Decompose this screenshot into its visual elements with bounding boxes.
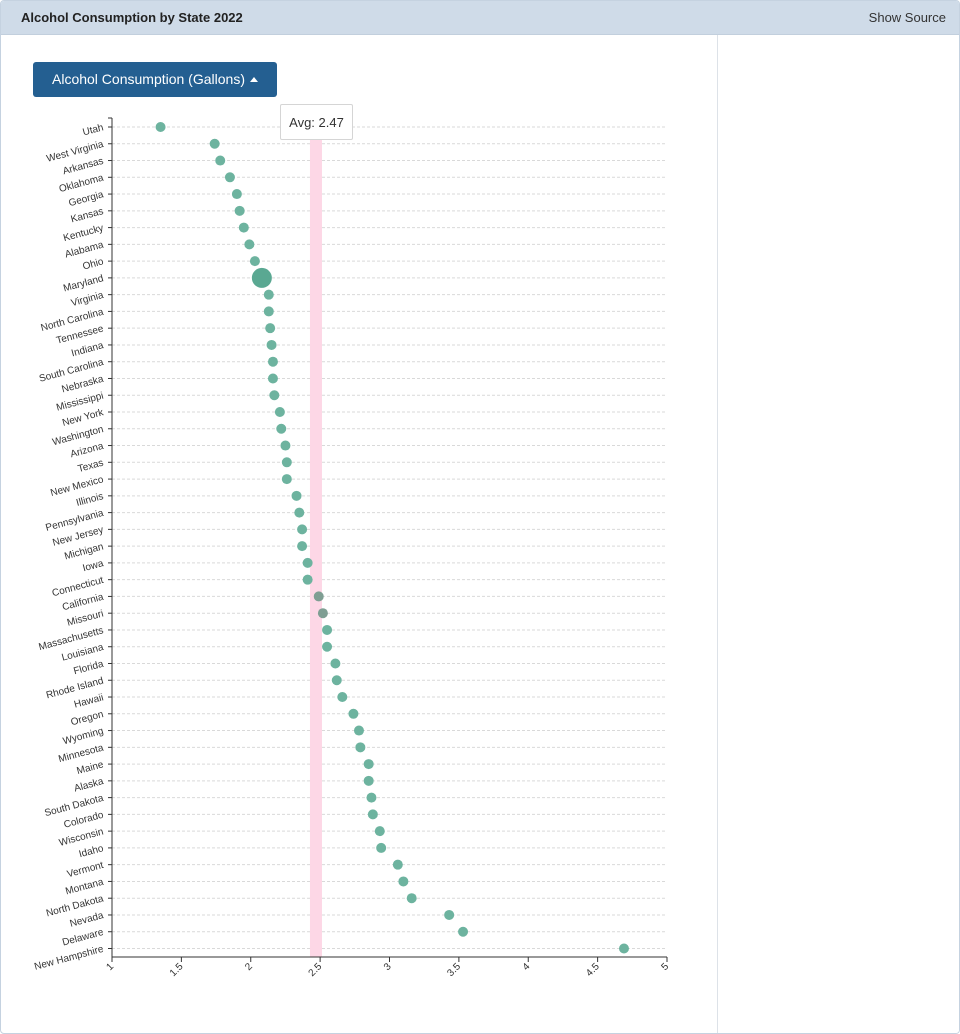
data-point <box>234 205 245 216</box>
data-point <box>155 122 166 132</box>
data-point <box>337 692 348 703</box>
data-point <box>367 809 378 820</box>
data-point <box>322 624 333 635</box>
y-tick-label: Illinois <box>75 491 105 509</box>
data-point <box>444 909 455 920</box>
data-point <box>348 708 359 719</box>
y-tick-label: Hawaii <box>73 692 105 710</box>
data-point <box>363 775 374 786</box>
y-tick-label: Maine <box>76 759 106 777</box>
metric-dropdown-label: Alcohol Consumption (Gallons) <box>52 71 245 87</box>
data-point <box>392 859 403 870</box>
data-point <box>263 306 274 317</box>
y-tick-label: Oregon <box>70 709 105 728</box>
metric-dropdown-button[interactable]: Alcohol Consumption (Gallons) <box>33 62 277 97</box>
data-point <box>281 457 292 468</box>
panel-header: Alcohol Consumption by State 2022 Show S… <box>1 1 959 35</box>
y-tick-label: Utah <box>82 122 105 138</box>
x-tick-label: 5 <box>659 961 671 973</box>
x-tick-label: 2.5 <box>307 961 325 979</box>
data-point <box>330 658 341 669</box>
data-point <box>267 373 278 384</box>
data-point <box>374 826 385 837</box>
x-tick-label: 4 <box>521 961 533 973</box>
data-point <box>263 289 274 300</box>
caret-up-icon <box>249 77 258 82</box>
x-tick-label: 4.5 <box>584 961 602 979</box>
data-point <box>363 759 374 770</box>
data-point <box>366 792 377 803</box>
page-title: Alcohol Consumption by State 2022 <box>21 10 243 25</box>
average-tooltip: Avg: 2.47 <box>280 104 353 140</box>
data-point <box>244 239 255 250</box>
x-tick-label: 1.5 <box>168 961 186 979</box>
data-point <box>398 876 409 887</box>
data-point <box>224 172 235 183</box>
data-point <box>376 842 387 853</box>
average-band <box>309 140 322 957</box>
y-tick-label: New Hampshire <box>33 944 105 973</box>
data-point <box>280 440 291 451</box>
data-point <box>291 490 302 501</box>
x-tick-label: 1 <box>104 961 116 973</box>
data-point <box>322 641 333 652</box>
data-point <box>302 557 313 568</box>
data-point <box>238 222 249 233</box>
data-point <box>458 926 469 937</box>
x-tick-label: 2 <box>243 961 255 973</box>
data-point <box>331 675 342 686</box>
data-point <box>317 608 328 619</box>
data-point <box>269 390 280 401</box>
y-tick-label: Ohio <box>82 256 106 272</box>
y-tick-label: Kansas <box>70 206 105 225</box>
data-point <box>302 574 313 585</box>
side-panel <box>717 35 959 1033</box>
data-point <box>294 507 305 518</box>
data-point-highlighted <box>251 267 272 288</box>
data-point <box>297 541 308 552</box>
y-tick-label: Florida <box>72 659 105 678</box>
y-tick-label: Idaho <box>78 843 105 860</box>
y-tick-label: Texas <box>77 458 105 475</box>
show-source-link[interactable]: Show Source <box>868 10 946 25</box>
data-point <box>249 256 260 267</box>
data-point <box>297 524 308 535</box>
y-tick-label: Indiana <box>70 340 105 359</box>
data-point <box>231 189 242 200</box>
y-tick-label: Alaska <box>73 776 105 795</box>
data-point <box>313 591 324 602</box>
data-point <box>266 339 277 350</box>
data-point <box>215 155 226 166</box>
data-point <box>281 474 292 485</box>
data-point <box>209 138 220 149</box>
data-point <box>618 943 629 954</box>
data-point <box>353 725 364 736</box>
x-tick-label: 3 <box>382 961 394 973</box>
x-tick-label: 3.5 <box>445 961 463 979</box>
data-point <box>355 742 366 753</box>
data-point <box>265 323 276 334</box>
data-point <box>276 423 287 434</box>
data-point <box>267 356 278 367</box>
data-point <box>274 407 285 418</box>
data-point <box>406 893 417 904</box>
y-tick-label: Iowa <box>82 558 106 574</box>
